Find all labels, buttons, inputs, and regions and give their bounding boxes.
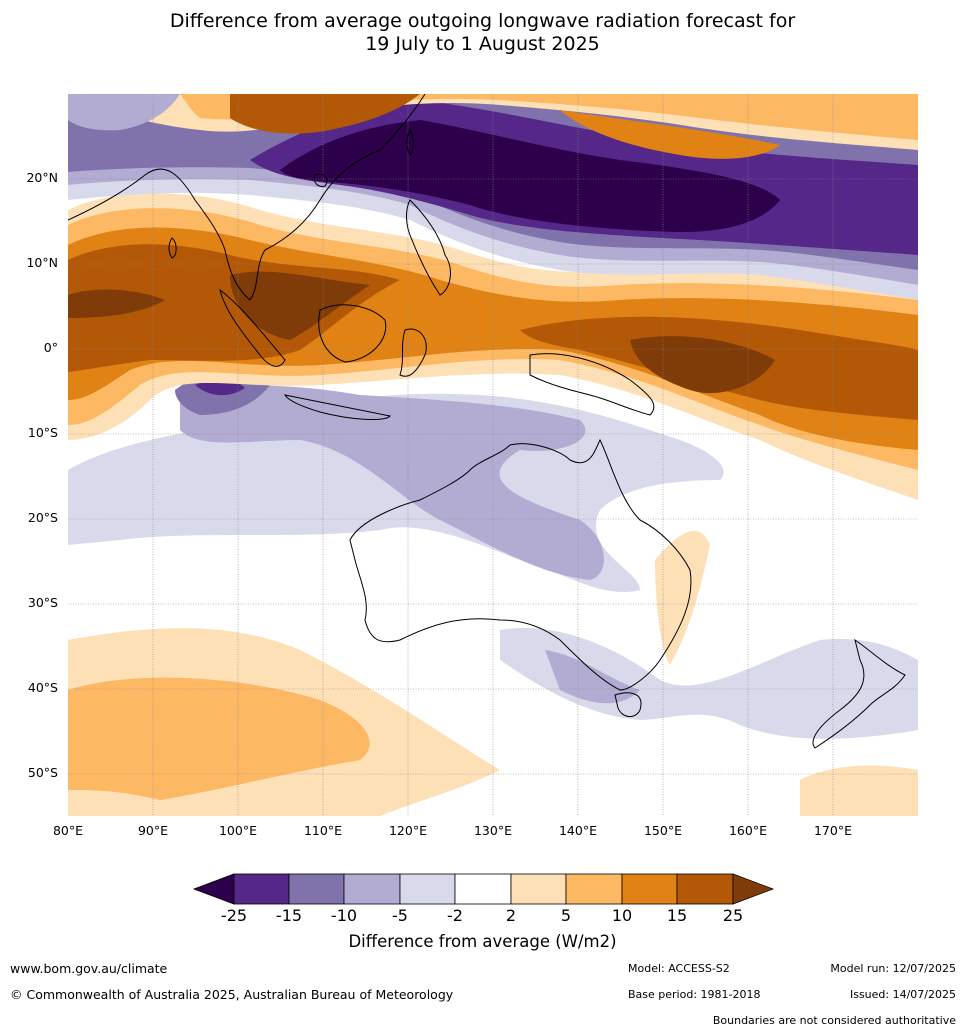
title-line-2: 19 July to 1 August 2025 bbox=[365, 33, 600, 55]
colorbar-tick-label: 2 bbox=[505, 906, 517, 925]
colorbar-tick-label: -5 bbox=[392, 906, 408, 925]
lat-label: 20°S bbox=[27, 510, 58, 525]
colorbar-tick-label: 10 bbox=[611, 906, 633, 925]
lon-label: 90°E bbox=[137, 823, 169, 838]
lon-label: 130°E bbox=[473, 823, 512, 838]
colorbar-extend-low bbox=[192, 873, 235, 905]
new-zealand-coastline bbox=[812, 638, 906, 749]
lon-label: 110°E bbox=[303, 823, 342, 838]
lon-label: 100°E bbox=[218, 823, 257, 838]
lat-label: 20°N bbox=[26, 170, 58, 185]
colorbar-swatch bbox=[399, 873, 456, 905]
lat-label: 0° bbox=[43, 340, 58, 355]
colorbar-swatch bbox=[621, 873, 678, 905]
footer-model-run: Model run: 12/07/2025 bbox=[830, 962, 956, 975]
lon-label: 120°E bbox=[388, 823, 427, 838]
footer-url[interactable]: www.bom.gov.au/climate bbox=[10, 961, 168, 976]
new-guinea-coastline bbox=[529, 353, 655, 416]
colorbar-swatch bbox=[288, 873, 345, 905]
borneo-coastline bbox=[318, 304, 387, 363]
colorbar-tick-label: 25 bbox=[722, 906, 744, 925]
tasmania-coastline bbox=[614, 692, 642, 717]
colorbar-title: Difference from average (W/m2) bbox=[348, 932, 617, 951]
footer-boundaries-note: Boundaries are not considered authoritat… bbox=[712, 1014, 956, 1027]
colorbar-swatch bbox=[233, 873, 290, 905]
colorbar-tick-label: -10 bbox=[330, 906, 358, 925]
lat-label: 30°S bbox=[27, 595, 58, 610]
colorbar-swatch bbox=[343, 873, 401, 905]
lat-label: 10°S bbox=[27, 425, 58, 440]
sri-lanka-coastline bbox=[168, 237, 177, 259]
philippines-coastline bbox=[406, 199, 451, 296]
lat-label: 50°S bbox=[27, 765, 58, 780]
lat-label: 10°N bbox=[26, 255, 58, 270]
colorbar-swatch bbox=[454, 873, 512, 905]
colorbar-tick-label: -2 bbox=[447, 906, 463, 925]
lon-label: 80°E bbox=[52, 823, 84, 838]
title-line-1: Difference from average outgoing longwav… bbox=[169, 10, 796, 32]
sulawesi-coastline bbox=[399, 328, 427, 377]
coastlines bbox=[68, 94, 906, 749]
lon-label: 160°E bbox=[728, 823, 767, 838]
colorbar-swatch bbox=[565, 873, 623, 905]
footer-issued: Issued: 14/07/2025 bbox=[849, 988, 956, 1001]
colorbar-tick-label: -25 bbox=[220, 906, 248, 925]
footer-model: Model: ACCESS-S2 bbox=[628, 962, 730, 975]
lon-label: 170°E bbox=[813, 823, 852, 838]
australia-coastline bbox=[349, 438, 692, 691]
sumatra-coastline bbox=[219, 288, 286, 367]
map-gridlines bbox=[68, 94, 918, 816]
colorbar-tick-label: 5 bbox=[560, 906, 572, 925]
lon-label: 150°E bbox=[643, 823, 682, 838]
asia-mainland-coastline bbox=[68, 94, 426, 301]
footer-copyright: © Commonwealth of Australia 2025, Austra… bbox=[10, 987, 454, 1002]
lat-label: 40°S bbox=[27, 680, 58, 695]
taiwan-coastline bbox=[406, 128, 414, 156]
java-coastline bbox=[283, 394, 391, 420]
colorbar-swatch bbox=[676, 873, 734, 905]
map-title: Difference from average outgoing longwav… bbox=[0, 10, 965, 56]
colorbar-swatch bbox=[510, 873, 567, 905]
colorbar-extend-high bbox=[732, 873, 775, 905]
hainan-coastline bbox=[313, 173, 328, 187]
colorbar-tick-label: 15 bbox=[666, 906, 688, 925]
colorbar bbox=[192, 873, 775, 905]
colorbar-tick-label: -15 bbox=[275, 906, 303, 925]
lon-label: 140°E bbox=[558, 823, 597, 838]
footer-base-period: Base period: 1981-2018 bbox=[628, 988, 761, 1001]
